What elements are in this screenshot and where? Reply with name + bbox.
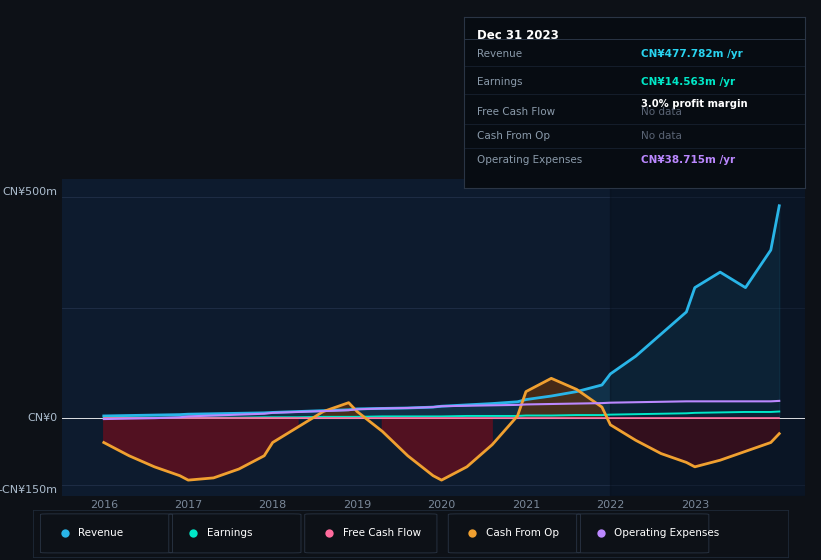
Text: 3.0% profit margin: 3.0% profit margin (641, 99, 748, 109)
Text: Revenue: Revenue (78, 529, 123, 538)
Text: Cash From Op: Cash From Op (478, 132, 551, 141)
Text: CN¥0: CN¥0 (28, 413, 57, 423)
Text: Free Cash Flow: Free Cash Flow (342, 529, 420, 538)
Text: CN¥477.782m /yr: CN¥477.782m /yr (641, 49, 743, 59)
Text: Operating Expenses: Operating Expenses (614, 529, 720, 538)
Text: CN¥500m: CN¥500m (2, 187, 57, 197)
Text: CN¥38.715m /yr: CN¥38.715m /yr (641, 155, 735, 165)
Text: Earnings: Earnings (478, 77, 523, 87)
Text: Operating Expenses: Operating Expenses (478, 155, 583, 165)
Text: -CN¥150m: -CN¥150m (0, 484, 57, 494)
Text: Cash From Op: Cash From Op (486, 529, 559, 538)
Text: Earnings: Earnings (207, 529, 252, 538)
Text: CN¥14.563m /yr: CN¥14.563m /yr (641, 77, 735, 87)
Text: No data: No data (641, 132, 682, 141)
Bar (610, 179, 813, 496)
Text: Revenue: Revenue (478, 49, 523, 59)
Text: Free Cash Flow: Free Cash Flow (478, 108, 556, 118)
Text: No data: No data (641, 108, 682, 118)
Text: Dec 31 2023: Dec 31 2023 (478, 29, 559, 42)
